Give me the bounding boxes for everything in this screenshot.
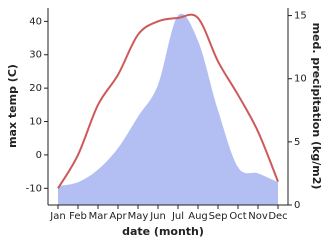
area	[58, 13, 278, 205]
y-tick-label: 10	[29, 117, 42, 128]
x-tick-label: Aug	[188, 211, 208, 222]
x-tick-label: Feb	[69, 211, 87, 222]
y-tick-label: 40	[29, 16, 42, 27]
line	[57, 13, 279, 189]
y-tick-label: 30	[29, 50, 42, 61]
x-tick-label: Jul	[171, 211, 184, 222]
y-tick-label: 20	[29, 83, 42, 94]
y2-tick-label: 5	[294, 137, 300, 148]
x-tick-label: Mar	[89, 211, 109, 222]
x-tick-label: Oct	[229, 211, 246, 222]
x-axis-label: date (month)	[122, 225, 204, 238]
x-tick-label: Apr	[109, 211, 127, 222]
x-tick-label: May	[128, 211, 149, 222]
y2-tick-label: 10	[294, 74, 307, 85]
y2-tick-label: 15	[294, 11, 307, 22]
x-tick-label: Sep	[209, 211, 228, 222]
x-tick-label: Dec	[268, 211, 287, 222]
x-tick-label: Jan	[49, 211, 65, 222]
y2-axis-label: med. precipitation (kg/m2)	[310, 23, 323, 190]
y-tick-label: 0	[36, 150, 42, 161]
y-axis-label: max temp (C)	[6, 64, 19, 148]
y2-tick-label: 0	[294, 200, 300, 211]
x-tick-label: Nov	[248, 211, 268, 222]
x-tick-label: Jun	[149, 211, 166, 222]
y-tick-label: -10	[26, 183, 42, 194]
